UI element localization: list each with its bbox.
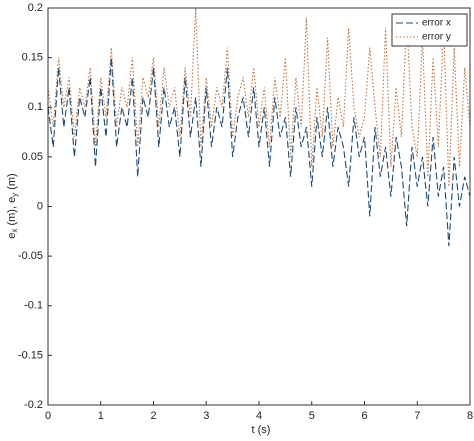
x-tick-label: 4 xyxy=(256,410,262,422)
plot-area xyxy=(48,8,470,405)
x-tick-label: 2 xyxy=(150,410,156,422)
x-tick-label: 0 xyxy=(45,410,51,422)
y-label-sub: x xyxy=(10,229,19,233)
plot-frame xyxy=(47,7,471,406)
y-tick-label: 0.1 xyxy=(28,101,43,113)
y-tick-label: -0.2 xyxy=(24,399,43,411)
x-tick-label: 5 xyxy=(309,410,315,422)
y-tick-label: 0 xyxy=(37,200,43,212)
x-tick-label: 1 xyxy=(98,410,104,422)
x-tick-label: 7 xyxy=(414,410,420,422)
y-tick-label: 0.05 xyxy=(22,151,43,163)
y-label-part: e xyxy=(6,233,18,239)
legend-label: error x xyxy=(422,18,451,29)
x-tick-label: 6 xyxy=(361,410,367,422)
y-label-sub: y xyxy=(10,193,19,197)
y-tick-label: 0.2 xyxy=(28,2,43,14)
y-label-part: (m) xyxy=(6,173,18,193)
y-label-part: (m), e xyxy=(6,197,18,229)
x-tick-label: 8 xyxy=(467,410,473,422)
y-axis-label: ex (m), ey (m) xyxy=(6,173,19,238)
y-tick-label: -0.15 xyxy=(18,349,43,361)
legend-label: error y xyxy=(422,32,451,43)
series-line xyxy=(47,57,471,247)
y-tick-label: 0.15 xyxy=(22,52,43,64)
legend-box xyxy=(391,13,468,47)
x-axis-label: t (s) xyxy=(252,424,271,436)
y-tick-label: -0.1 xyxy=(24,300,43,312)
series-line xyxy=(47,7,471,187)
x-tick-label: 3 xyxy=(203,410,209,422)
y-tick-label: -0.05 xyxy=(18,250,43,262)
